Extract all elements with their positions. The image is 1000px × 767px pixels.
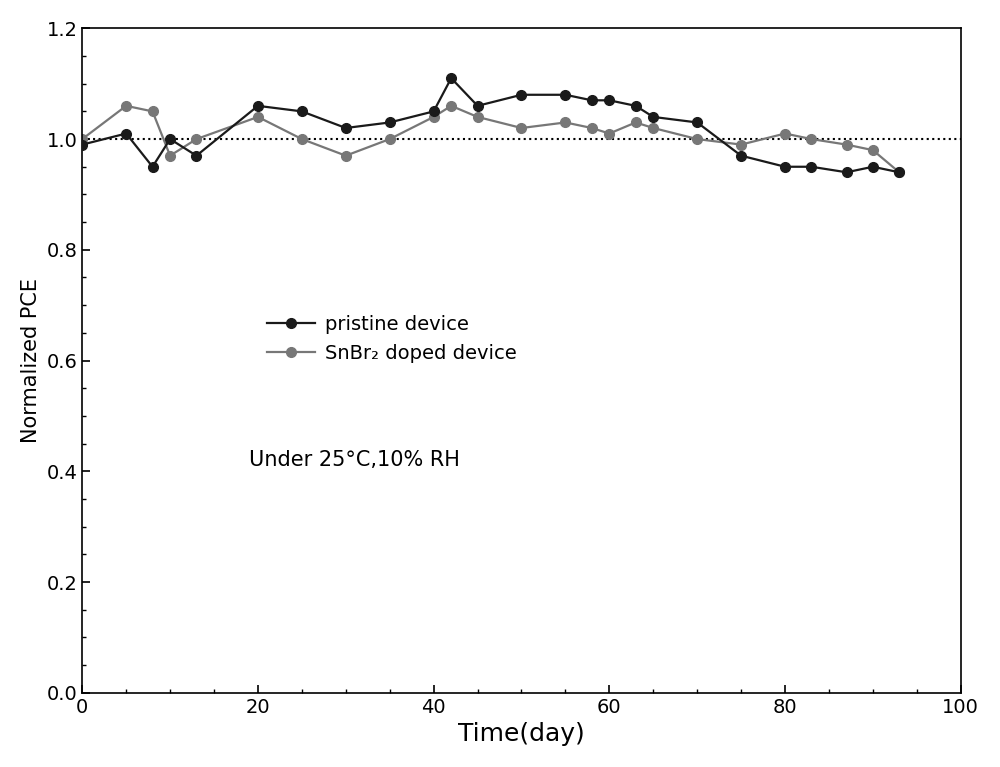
SnBr₂ doped device: [647, 123, 659, 133]
pristine device: [841, 168, 853, 177]
pristine device: [340, 123, 352, 133]
Y-axis label: Normalized PCE: Normalized PCE: [21, 278, 41, 443]
SnBr₂ doped device: [120, 101, 132, 110]
pristine device: [445, 74, 457, 83]
SnBr₂ doped device: [630, 118, 642, 127]
SnBr₂ doped device: [559, 118, 571, 127]
SnBr₂ doped device: [805, 134, 817, 143]
pristine device: [805, 162, 817, 171]
Line: SnBr₂ doped device: SnBr₂ doped device: [77, 101, 904, 177]
SnBr₂ doped device: [603, 129, 615, 138]
SnBr₂ doped device: [515, 123, 527, 133]
pristine device: [735, 151, 747, 160]
Text: Under 25°C,10% RH: Under 25°C,10% RH: [249, 450, 460, 470]
SnBr₂ doped device: [586, 123, 598, 133]
SnBr₂ doped device: [296, 134, 308, 143]
SnBr₂ doped device: [190, 134, 202, 143]
pristine device: [76, 140, 88, 150]
SnBr₂ doped device: [893, 168, 905, 177]
SnBr₂ doped device: [164, 151, 176, 160]
pristine device: [647, 112, 659, 121]
pristine device: [120, 129, 132, 138]
Legend: pristine device, SnBr₂ doped device: pristine device, SnBr₂ doped device: [259, 307, 525, 370]
pristine device: [428, 107, 440, 116]
pristine device: [893, 168, 905, 177]
pristine device: [515, 91, 527, 100]
SnBr₂ doped device: [384, 134, 396, 143]
SnBr₂ doped device: [779, 129, 791, 138]
SnBr₂ doped device: [428, 112, 440, 121]
pristine device: [779, 162, 791, 171]
pristine device: [586, 96, 598, 105]
pristine device: [867, 162, 879, 171]
Line: pristine device: pristine device: [77, 74, 904, 177]
pristine device: [296, 107, 308, 116]
pristine device: [603, 96, 615, 105]
SnBr₂ doped device: [252, 112, 264, 121]
pristine device: [190, 151, 202, 160]
SnBr₂ doped device: [735, 140, 747, 150]
pristine device: [559, 91, 571, 100]
pristine device: [691, 118, 703, 127]
pristine device: [252, 101, 264, 110]
pristine device: [164, 134, 176, 143]
SnBr₂ doped device: [147, 107, 159, 116]
pristine device: [147, 162, 159, 171]
X-axis label: Time(day): Time(day): [458, 723, 585, 746]
SnBr₂ doped device: [76, 134, 88, 143]
SnBr₂ doped device: [691, 134, 703, 143]
pristine device: [384, 118, 396, 127]
SnBr₂ doped device: [472, 112, 484, 121]
pristine device: [472, 101, 484, 110]
SnBr₂ doped device: [867, 146, 879, 155]
SnBr₂ doped device: [841, 140, 853, 150]
SnBr₂ doped device: [340, 151, 352, 160]
pristine device: [630, 101, 642, 110]
SnBr₂ doped device: [445, 101, 457, 110]
